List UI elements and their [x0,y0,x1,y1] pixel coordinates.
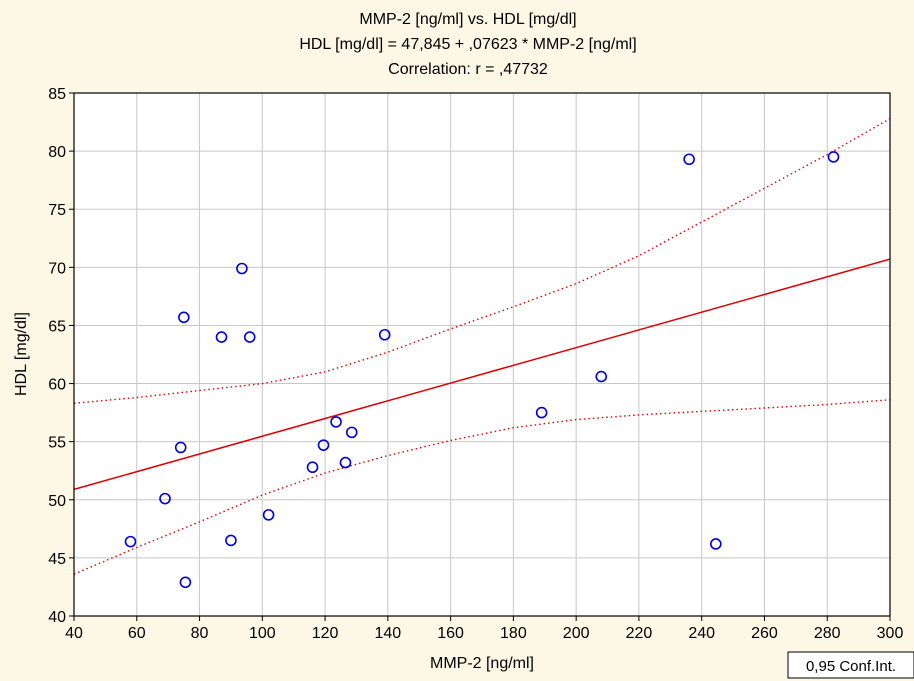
plot-frame [73,92,891,617]
chart-title: MMP-2 [ng/ml] vs. HDL [mg/dl] [359,11,576,28]
chart-subtitle-correlation: Correlation: r = ,47732 [388,61,548,78]
y-tick-label: 40 [48,609,66,626]
confidence-legend-label: 0,95 Conf.Int. [806,658,896,675]
x-tick-label: 80 [191,625,209,642]
data-point [535,406,548,419]
data-point [215,331,228,343]
data-point [179,576,192,589]
data-point [243,331,256,343]
plot-area [74,93,890,616]
x-tick-label: 220 [626,625,653,642]
x-tick-label: 160 [437,625,464,642]
y-tick-label: 55 [48,435,66,452]
y-tick-label: 50 [48,493,66,510]
x-tick-label: 60 [128,625,146,642]
confidence-band [73,117,891,575]
x-axis-label: MMP-2 [ng/ml] [430,655,534,672]
y-tick-label: 70 [48,260,66,277]
confidence-lower-line [73,399,891,575]
data-point [378,328,391,341]
data-point [306,461,319,474]
x-tick-label: 40 [65,625,83,642]
data-point [339,456,352,469]
regression-line-group [73,258,891,491]
data-point [330,416,342,428]
x-tick-label: 140 [374,625,401,642]
y-tick-label: 85 [48,86,66,103]
data-point [236,262,248,275]
data-point [710,538,722,550]
data-point [225,534,237,547]
data-point [262,509,275,521]
data-point [178,311,190,324]
x-tick-label: 240 [688,625,715,642]
data-point [124,535,137,548]
x-tick-label: 100 [249,625,276,642]
y-tick-label: 60 [48,377,66,394]
y-tick-label: 80 [48,144,66,161]
x-tick-label: 260 [751,625,778,642]
data-points [124,151,840,589]
y-axis-label: HDL [mg/dl] [13,312,30,396]
data-point [683,153,695,166]
x-axis-ticks: 40 60 80 100 120 140 160 180 200 220 240 260 280 300 [65,616,903,642]
data-point [174,441,187,454]
data-point [345,426,358,439]
data-point [317,439,330,451]
data-point [827,151,840,163]
data-point [159,492,171,505]
chart-subtitle-equation: HDL [mg/dl] = 47,845 + ,07623 * MMP-2 [n… [299,36,636,53]
x-tick-label: 300 [877,625,904,642]
y-tick-label: 65 [48,318,66,335]
confidence-legend-box [787,651,914,679]
x-tick-label: 200 [563,625,590,642]
x-tick-label: 120 [312,625,339,642]
confidence-legend: 0,95 Conf.Int. [787,651,914,679]
confidence-upper-line [73,117,891,404]
y-tick-label: 75 [48,202,66,219]
data-point [595,370,608,383]
regression-line [73,258,891,491]
x-tick-label: 180 [500,625,527,642]
x-tick-label: 280 [814,625,841,642]
y-tick-label: 45 [48,551,66,568]
y-axis-ticks: 40 45 50 55 60 65 70 75 80 85 [48,86,74,626]
